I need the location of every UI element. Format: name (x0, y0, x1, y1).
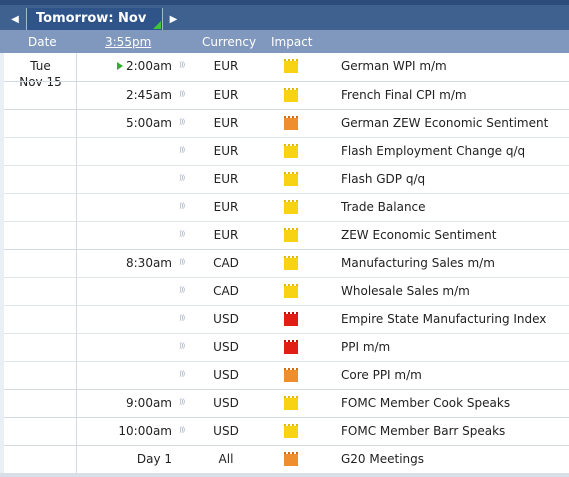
table-row[interactable]: ))) EUR Flash Employment Change q/q (4, 137, 569, 165)
event-time: 8:30am (126, 256, 172, 270)
impact-low-icon[interactable] (284, 228, 298, 242)
table-row[interactable]: ))) USD PPI m/m (4, 333, 569, 361)
column-header-impact: Impact (271, 35, 313, 49)
impact-low-icon[interactable] (284, 256, 298, 270)
chevron-right-icon[interactable]: ▶ (162, 8, 184, 30)
event-time: 10:00am (118, 424, 172, 438)
calendar-toolbar: ◀ Tomorrow: Nov 15 ▶ (0, 0, 569, 48)
date-picker-marker-icon (153, 21, 161, 29)
impact-low-icon[interactable] (284, 59, 298, 73)
event-title[interactable]: FOMC Member Barr Speaks (341, 424, 506, 438)
speaker-icon[interactable]: ))) (179, 370, 185, 378)
event-title[interactable]: PPI m/m (341, 340, 391, 354)
impact-high-icon[interactable] (284, 312, 298, 326)
event-currency: USD (213, 368, 239, 382)
event-currency: EUR (213, 116, 239, 130)
table-footer (0, 473, 569, 477)
speaker-icon[interactable]: ))) (179, 118, 185, 126)
event-title[interactable]: Manufacturing Sales m/m (341, 256, 495, 270)
speaker-icon[interactable]: ))) (179, 258, 185, 266)
event-currency: EUR (213, 88, 239, 102)
date-title[interactable]: Tomorrow: Nov 15 (26, 8, 162, 48)
chevron-left-icon[interactable]: ◀ (11, 13, 19, 25)
event-title[interactable]: Trade Balance (341, 200, 426, 214)
table-row[interactable]: Day 1 All G20 Meetings (4, 445, 569, 473)
table-row[interactable]: ))) USD Core PPI m/m (4, 361, 569, 389)
date-day: Nov 15 (19, 75, 62, 89)
event-title[interactable]: German WPI m/m (341, 59, 447, 73)
event-title[interactable]: FOMC Member Cook Speaks (341, 396, 511, 410)
event-currency: EUR (213, 144, 239, 158)
event-title[interactable]: Core PPI m/m (341, 368, 422, 382)
event-time: 2:45am (126, 88, 172, 102)
impact-low-icon[interactable] (284, 172, 298, 186)
table-row[interactable]: 2:00am))) EUR German WPI m/m (4, 53, 569, 81)
impact-high-icon[interactable] (284, 340, 298, 354)
impact-medium-icon[interactable] (284, 116, 298, 130)
event-time: 5:00am (126, 116, 172, 130)
table-row[interactable]: 5:00am))) EUR German ZEW Economic Sentimen… (4, 109, 569, 137)
impact-low-icon[interactable] (284, 144, 298, 158)
event-currency: USD (213, 312, 239, 326)
table-row[interactable]: 10:00am))) USD FOMC Member Barr Speaks (4, 417, 569, 445)
table-row[interactable]: 8:30am))) CAD Manufacturing Sales m/m (4, 249, 569, 277)
event-time: 2:00am (88, 59, 172, 73)
event-title[interactable]: Empire State Manufacturing Index (341, 312, 547, 326)
event-currency: CAD (213, 256, 239, 270)
speaker-icon[interactable]: ))) (179, 426, 185, 434)
event-title[interactable]: German ZEW Economic Sentiment (341, 116, 549, 130)
date-cell: Tue Nov 15 (4, 53, 77, 473)
speaker-icon[interactable]: ))) (179, 314, 185, 322)
event-currency: EUR (213, 200, 239, 214)
column-header-date: Date (28, 35, 57, 49)
table-row[interactable]: ))) CAD Wholesale Sales m/m (4, 277, 569, 305)
event-currency: EUR (213, 59, 239, 73)
speaker-icon[interactable]: ))) (179, 398, 185, 406)
event-currency: EUR (213, 172, 239, 186)
column-header-time[interactable]: 3:55pm (105, 35, 152, 49)
impact-low-icon[interactable] (284, 200, 298, 214)
date-weekday: Tue (30, 59, 51, 73)
event-time: Day 1 (136, 452, 172, 466)
impact-medium-icon[interactable] (284, 452, 298, 466)
impact-low-icon[interactable] (284, 284, 298, 298)
event-title[interactable]: G20 Meetings (341, 452, 425, 466)
event-title[interactable]: Wholesale Sales m/m (341, 284, 470, 298)
event-title[interactable]: Flash Employment Change q/q (341, 144, 526, 158)
event-currency: USD (213, 424, 239, 438)
table-row[interactable]: 2:45am))) EUR French Final CPI m/m (4, 81, 569, 109)
speaker-icon[interactable]: ))) (179, 61, 185, 69)
table-row[interactable]: 9:00am))) USD FOMC Member Cook Speaks (4, 389, 569, 417)
calendar-table: Tue Nov 15 2:00am))) EUR German WPI m/m 2:4… (4, 53, 569, 473)
table-row[interactable]: ))) EUR Trade Balance (4, 193, 569, 221)
impact-low-icon[interactable] (284, 424, 298, 438)
column-header-currency: Currency (202, 35, 257, 49)
impact-medium-icon[interactable] (284, 368, 298, 382)
speaker-icon[interactable]: ))) (179, 174, 185, 182)
event-currency: USD (213, 340, 239, 354)
speaker-icon[interactable]: ))) (179, 286, 185, 294)
speaker-icon[interactable]: ))) (179, 342, 185, 350)
event-title[interactable]: Flash GDP q/q (341, 172, 426, 186)
event-currency: CAD (213, 284, 239, 298)
column-header-row: Date 3:55pm Currency Impact (0, 30, 569, 53)
speaker-icon[interactable]: ))) (179, 230, 185, 238)
speaker-icon[interactable]: ))) (179, 202, 185, 210)
speaker-icon[interactable]: ))) (179, 146, 185, 154)
event-title[interactable]: ZEW Economic Sentiment (341, 228, 497, 242)
impact-low-icon[interactable] (284, 396, 298, 410)
event-currency: EUR (213, 228, 239, 242)
table-row[interactable]: ))) EUR ZEW Economic Sentiment (4, 221, 569, 249)
table-row[interactable]: ))) USD Empire State Manufacturing Index (4, 305, 569, 333)
event-currency: All (218, 452, 234, 466)
table-row[interactable]: ))) EUR Flash GDP q/q (4, 165, 569, 193)
impact-low-icon[interactable] (284, 88, 298, 102)
event-currency: USD (213, 396, 239, 410)
event-title[interactable]: French Final CPI m/m (341, 88, 467, 102)
event-time: 9:00am (126, 396, 172, 410)
speaker-icon[interactable]: ))) (179, 90, 185, 98)
